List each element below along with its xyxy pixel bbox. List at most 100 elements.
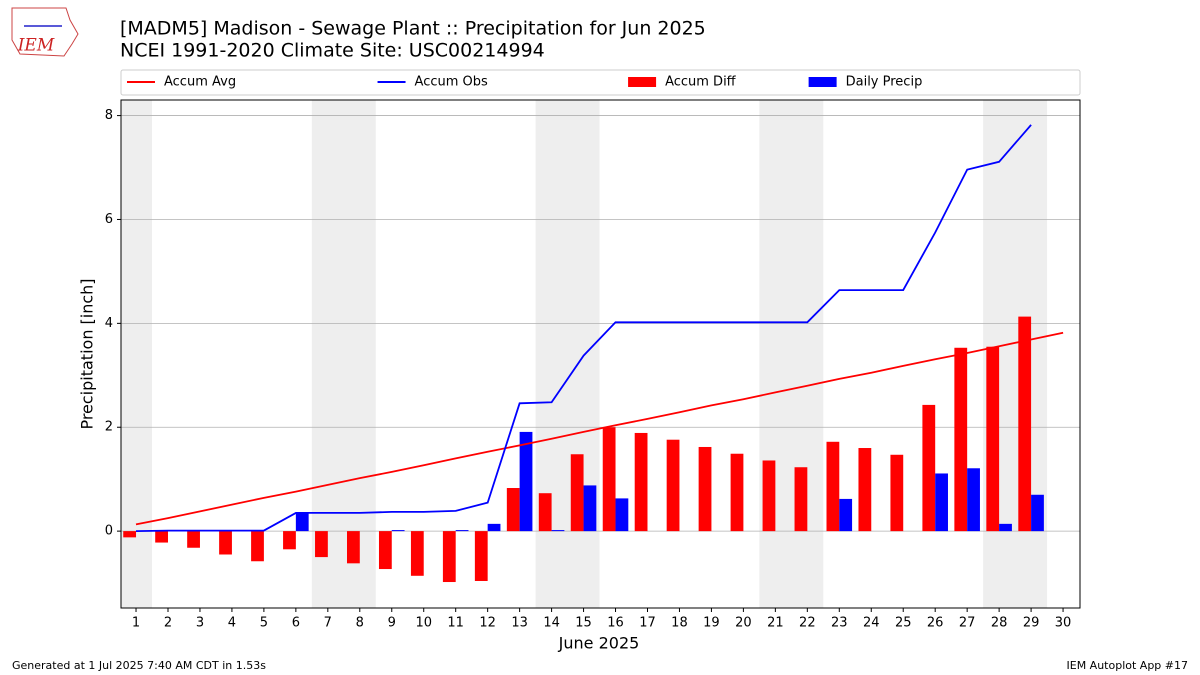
bar — [487, 523, 501, 532]
x-tick-label: 22 — [799, 616, 816, 631]
x-tick-label: 3 — [196, 616, 204, 631]
x-tick-label: 6 — [292, 616, 300, 631]
x-tick-label: 11 — [447, 616, 464, 631]
legend-label: Accum Diff — [665, 75, 737, 90]
legend-swatch — [628, 77, 657, 87]
x-tick-label: 15 — [575, 616, 592, 631]
legend-label: Accum Avg — [164, 75, 236, 90]
y-tick-label: 4 — [105, 316, 113, 331]
bar — [615, 498, 629, 532]
x-tick-label: 9 — [388, 616, 396, 631]
x-tick-label: 4 — [228, 616, 236, 631]
x-tick-label: 10 — [415, 616, 432, 631]
y-tick-label: 6 — [105, 212, 113, 227]
x-tick-label: 8 — [356, 616, 364, 631]
bar — [999, 523, 1012, 532]
x-tick-label: 5 — [260, 616, 268, 631]
bar — [283, 531, 296, 550]
bar — [602, 427, 616, 532]
bar — [583, 485, 597, 532]
bar — [826, 441, 840, 532]
x-tick-label: 12 — [479, 616, 496, 631]
bar — [347, 531, 360, 564]
x-tick-label: 18 — [671, 616, 688, 631]
bar — [506, 488, 520, 532]
x-axis-label: June 2025 — [558, 634, 640, 653]
y-tick-label: 8 — [105, 108, 113, 123]
bar — [442, 531, 456, 583]
chart-title: [MADM5] Madison - Sewage Plant :: Precip… — [120, 18, 706, 40]
plot-frame — [120, 99, 1081, 609]
x-tick-label: 17 — [639, 616, 656, 631]
bar — [730, 453, 744, 532]
x-tick-label: 14 — [543, 616, 560, 631]
bar — [762, 460, 776, 532]
footer-left: Generated at 1 Jul 2025 7:40 AM CDT in 1… — [12, 659, 266, 672]
x-tick-label: 23 — [831, 616, 848, 631]
weekend-band — [121, 100, 153, 608]
bar — [410, 531, 424, 576]
x-tick-label: 28 — [991, 616, 1008, 631]
bar — [666, 439, 680, 532]
bar — [295, 513, 309, 532]
bar — [922, 404, 936, 532]
bar — [890, 454, 904, 532]
logo-text: IEM — [17, 36, 55, 56]
x-tick-label: 20 — [735, 616, 752, 631]
footer-right: IEM Autoplot App #17 — [1067, 659, 1189, 672]
logo-outline — [11, 7, 79, 57]
line — [135, 124, 1032, 532]
line — [135, 331, 1064, 526]
x-tick-label: 19 — [703, 616, 720, 631]
bar — [474, 531, 488, 581]
legend-swatch — [808, 77, 837, 87]
bar — [570, 454, 584, 532]
bar — [378, 531, 392, 570]
x-tick-label: 30 — [1055, 616, 1072, 631]
bar — [187, 531, 200, 548]
bar — [1031, 494, 1044, 532]
bar — [967, 468, 980, 532]
bar — [251, 531, 264, 562]
bar — [839, 498, 853, 532]
bar — [123, 531, 137, 538]
bar — [954, 347, 968, 532]
x-tick-label: 21 — [767, 616, 784, 631]
weekend-band — [759, 100, 824, 608]
bar — [794, 467, 808, 532]
y-axis-label: Precipitation [inch] — [78, 278, 97, 429]
logo: IEM — [11, 7, 79, 57]
plot-area — [121, 100, 1080, 608]
legend-label: Daily Precip — [846, 75, 923, 90]
x-tick-label: 26 — [927, 616, 944, 631]
x-tick-label: 1 — [132, 616, 140, 631]
bar — [1018, 316, 1032, 532]
bar — [986, 346, 1000, 532]
chart-subtitle: NCEI 1991-2020 Climate Site: USC00214994 — [120, 40, 545, 62]
bar — [551, 530, 565, 532]
x-tick-label: 7 — [324, 616, 332, 631]
bar — [315, 531, 328, 558]
bar — [519, 431, 533, 532]
legend-label: Accum Obs — [415, 75, 488, 90]
bar — [455, 530, 469, 532]
bar — [935, 473, 948, 532]
bar — [155, 531, 168, 543]
x-tick-label: 27 — [959, 616, 976, 631]
bar — [698, 446, 712, 532]
x-tick-label: 16 — [607, 616, 624, 631]
bar — [219, 531, 232, 555]
bar — [634, 432, 648, 532]
x-tick-label: 24 — [863, 616, 880, 631]
y-tick-label: 2 — [105, 420, 113, 435]
y-tick-label: 0 — [105, 524, 113, 539]
bar — [391, 530, 405, 532]
weekend-band — [535, 100, 600, 608]
x-tick-label: 13 — [511, 616, 528, 631]
legend-box — [120, 69, 1081, 96]
x-tick-label: 25 — [895, 616, 912, 631]
bar — [538, 493, 552, 532]
x-tick-label: 29 — [1023, 616, 1040, 631]
weekend-band — [311, 100, 376, 608]
